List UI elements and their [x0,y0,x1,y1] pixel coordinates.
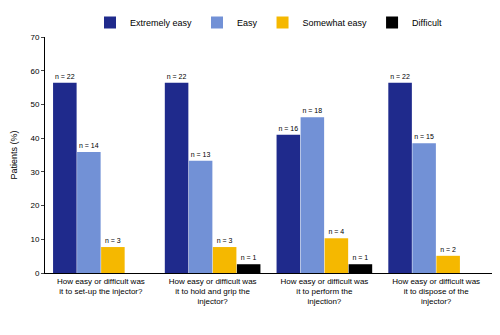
svg-text:0: 0 [35,269,40,278]
svg-text:Extremely easy: Extremely easy [130,18,192,28]
svg-text:n = 18: n = 18 [302,107,322,114]
svg-text:60: 60 [30,67,39,76]
svg-text:n = 3: n = 3 [105,237,121,244]
svg-text:n = 22: n = 22 [55,73,75,80]
svg-text:30: 30 [30,168,39,177]
svg-text:n = 22: n = 22 [167,73,187,80]
svg-text:n = 3: n = 3 [217,237,233,244]
svg-text:n = 13: n = 13 [191,151,211,158]
svg-text:n = 1: n = 1 [352,254,368,261]
svg-text:How easy or difficult wasit to: How easy or difficult wasit to perform t… [280,277,368,307]
svg-text:Somewhat easy: Somewhat easy [303,18,368,28]
svg-text:10: 10 [30,235,39,244]
svg-text:n = 4: n = 4 [328,228,344,235]
svg-text:50: 50 [30,100,39,109]
svg-text:n = 22: n = 22 [390,73,410,80]
svg-text:How easy or difficult wasit to: How easy or difficult wasit to dispose o… [392,277,480,307]
svg-text:40: 40 [30,134,39,143]
svg-text:n = 14: n = 14 [79,142,99,149]
svg-text:n = 1: n = 1 [241,254,257,261]
svg-text:20: 20 [30,201,39,210]
svg-text:Difficult: Difficult [412,18,442,28]
svg-text:How easy or difficult wasit to: How easy or difficult wasit to hold and … [169,277,257,307]
svg-text:70: 70 [30,33,39,42]
svg-text:n = 2: n = 2 [440,246,456,253]
svg-text:n = 16: n = 16 [278,125,298,132]
svg-text:Patients (%): Patients (%) [9,130,19,179]
svg-text:n = 15: n = 15 [414,133,434,140]
svg-text:How easy or difficult wasit to: How easy or difficult wasit to set-up th… [57,277,145,296]
svg-text:Easy: Easy [237,18,258,28]
